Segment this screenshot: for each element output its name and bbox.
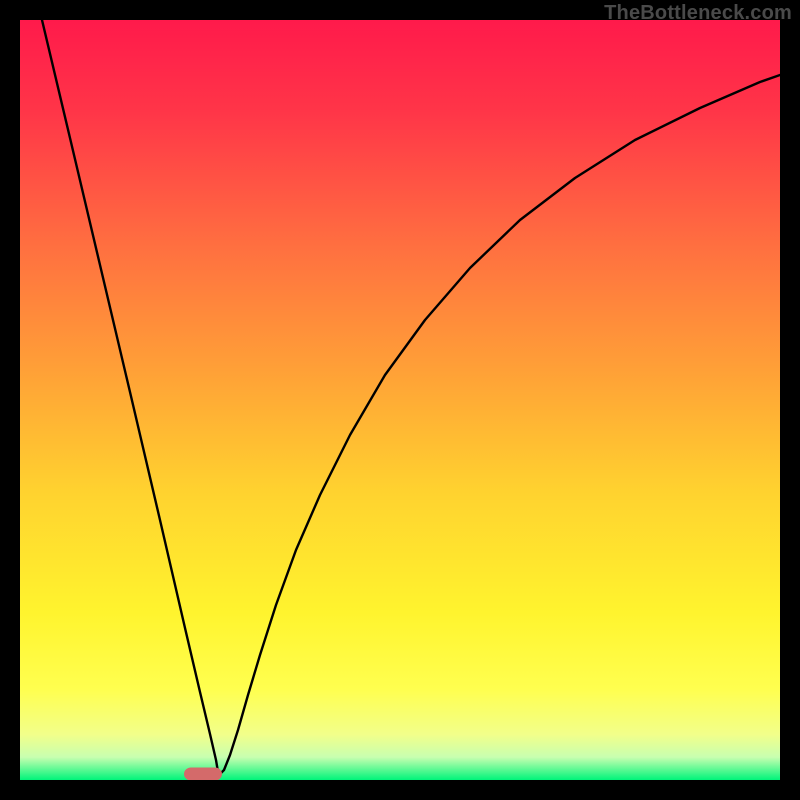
chart-frame: TheBottleneck.com [0, 0, 800, 800]
plot-area [20, 20, 780, 780]
gradient-background [20, 20, 780, 780]
watermark-text: TheBottleneck.com [604, 2, 792, 24]
minimum-marker [184, 768, 222, 781]
bottleneck-chart-svg [20, 20, 780, 780]
watermark-label: TheBottleneck.com [604, 2, 792, 25]
